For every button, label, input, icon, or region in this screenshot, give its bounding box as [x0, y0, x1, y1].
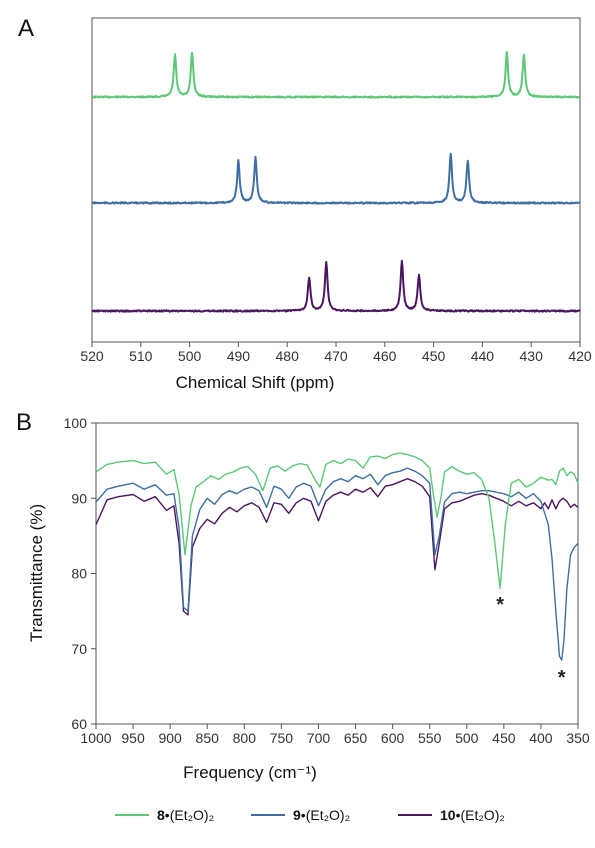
x-tick-label: 350	[566, 730, 590, 746]
x-tick-label: 750	[270, 730, 294, 746]
plot-frame-a	[91, 17, 581, 343]
x-tick-label: 520	[80, 348, 104, 364]
peak-asterisk-annotation: *	[496, 594, 504, 616]
x-tick-label: 450	[492, 730, 516, 746]
x-tick-label: 510	[129, 348, 153, 364]
x-tick-label: 470	[324, 348, 348, 364]
legend-label: 9•(Et₂O)₂	[293, 807, 350, 823]
x-tick-label: 400	[529, 730, 553, 746]
x-tick-label: 850	[196, 730, 220, 746]
ir-series-line	[95, 478, 579, 616]
x-tick-label: 550	[418, 730, 442, 746]
y-tick-label: 60	[71, 716, 87, 732]
nmr-series-line	[91, 51, 581, 99]
x-tick-label: 460	[373, 348, 397, 364]
nmr-spectra-panel: 520 510 500 490 480 470 460 450 440 430 420	[80, 17, 592, 364]
panel-label-a: A	[18, 15, 34, 42]
x-tick-label: 650	[344, 730, 368, 746]
peak-asterisk-annotation: *	[558, 667, 566, 689]
ir-spectra-panel: 1000 950 900 850 800 750 700 650 600 550 500 450 400…	[64, 415, 590, 746]
x-tick-label: 900	[158, 730, 182, 746]
x-tick-label: 600	[381, 730, 405, 746]
x-tick-label: 420	[568, 348, 592, 364]
x-tick-label: 440	[471, 348, 495, 364]
x-tick-label: 430	[520, 348, 544, 364]
x-tick-label: 500	[455, 730, 479, 746]
x-tick-label: 1000	[80, 730, 111, 746]
x-axis-title-ppm: Chemical Shift (ppm)	[176, 373, 335, 392]
y-tick-label: 100	[64, 415, 88, 431]
x-tick-label: 800	[233, 730, 257, 746]
ir-series-line	[95, 467, 579, 661]
y-tick-label: 80	[71, 566, 87, 582]
y-tick-label: 90	[71, 490, 87, 506]
y-tick-label: 70	[71, 641, 87, 657]
legend: 8•(Et₂O)₂ 9•(Et₂O)₂ 10•(Et₂O)₂	[115, 807, 505, 823]
legend-label: 10•(Et₂O)₂	[440, 807, 505, 823]
x-tick-label: 950	[121, 730, 145, 746]
ir-series-line	[95, 452, 579, 590]
panel-label-b: B	[16, 409, 32, 436]
x-tick-label: 490	[227, 348, 251, 364]
x-tick-label: 480	[276, 348, 300, 364]
nmr-series-line	[91, 259, 581, 313]
x-axis-title-frequency: Frequency (cm⁻¹)	[183, 763, 317, 782]
legend-label: 8•(Et₂O)₂	[157, 807, 214, 823]
plot-frame-b	[95, 422, 579, 725]
x-tick-label: 450	[422, 348, 446, 364]
nmr-series-line	[91, 152, 581, 205]
x-tick-label: 500	[178, 348, 202, 364]
y-axis-title-transmittance: Transmittance (%)	[27, 504, 46, 642]
x-tick-label: 700	[307, 730, 331, 746]
